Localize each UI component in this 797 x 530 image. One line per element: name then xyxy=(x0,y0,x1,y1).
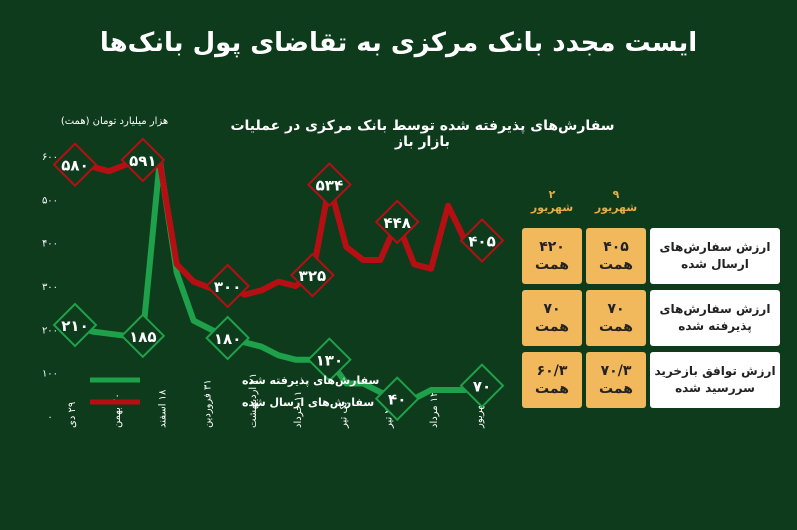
x-tick-label: ۱۱ خرداد xyxy=(293,391,304,428)
data-label: ۷۰ xyxy=(473,378,491,396)
table-cell: ۷۰ همت xyxy=(586,290,646,346)
cell-unit: همت xyxy=(599,319,633,335)
series-line-1 xyxy=(72,156,485,298)
table-row-label: ارزش سفارش‌های ارسال شده xyxy=(650,228,780,284)
y-tick-label: ۰ xyxy=(47,412,52,423)
data-label-badge xyxy=(374,376,420,422)
data-label: ۱۸۵ xyxy=(129,328,156,346)
row-label-line: ارسال شده xyxy=(681,257,749,271)
cell-unit: همت xyxy=(535,319,569,335)
cell-unit: همت xyxy=(599,381,633,397)
legend-entry: سفارش‌های ارسال شده xyxy=(242,396,374,409)
data-label: ۱۳۰ xyxy=(316,352,343,370)
data-label: ۱۸۰ xyxy=(214,330,241,348)
column-header-day: ۹ xyxy=(612,188,620,201)
data-label-badge xyxy=(306,337,352,383)
x-tick-label: ۱۲ مرداد xyxy=(429,392,440,429)
table-cell: ۶۰/۳ همت xyxy=(522,352,582,408)
x-tick-label: ۲۲ تیر xyxy=(384,403,395,429)
cell-unit: همت xyxy=(535,257,569,273)
data-label: ۴۰۵ xyxy=(468,233,495,251)
x-tick-label: ۲ شهریور xyxy=(474,388,485,429)
data-label-badge xyxy=(459,363,505,409)
cell-value: ۷۰ xyxy=(607,301,625,317)
data-label-badge xyxy=(52,302,98,348)
x-tick-label: یک تیر xyxy=(338,402,349,429)
chart-title: سفارش‌های پذیرفته شده توسط بانک مرکزی در… xyxy=(230,118,615,150)
table-column-header: ۲ شهریور xyxy=(521,188,583,214)
cell-value: ۴۲۰ xyxy=(539,239,565,255)
x-tick-label: ۳۱ فروردین xyxy=(203,379,214,428)
data-label: ۵۸۰ xyxy=(61,157,88,175)
data-label: ۳۲۵ xyxy=(299,267,326,285)
row-label-line: سررسید شده xyxy=(675,381,755,395)
y-axis-unit-label: هزار میلیارد تومان (همت) xyxy=(60,116,169,127)
data-label: ۲۱۰ xyxy=(61,317,88,335)
data-label-badge xyxy=(459,218,505,263)
y-tick-label: ۲۰۰ xyxy=(42,325,58,336)
x-tick-label: ۲۰ بهمن xyxy=(112,393,123,428)
x-tick-label: ۲۹ دی xyxy=(67,402,78,428)
data-label: ۵۳۴ xyxy=(316,177,343,195)
data-label: ۵۹۱ xyxy=(129,152,156,170)
column-header-month: شهریور xyxy=(594,201,638,214)
table-row-label: ارزش سفارش‌های پذیرفته شده xyxy=(650,290,780,346)
y-tick-label: ۴۰۰ xyxy=(42,239,58,250)
x-tick-label: ۱۸ اسفند xyxy=(157,389,168,428)
data-label: ۴۰ xyxy=(388,391,406,409)
cell-value: ۶۰/۳ xyxy=(536,363,568,379)
data-label: ۴۴۸ xyxy=(383,214,410,232)
row-label-line: پذیرفته شده xyxy=(678,319,752,333)
data-label-badge xyxy=(205,263,251,309)
column-header-day: ۲ xyxy=(548,188,556,201)
data-label-badge xyxy=(205,315,251,361)
data-label-badge xyxy=(290,252,335,298)
table-cell: ۷۰ همت xyxy=(522,290,582,346)
y-tick-label: ۱۰۰ xyxy=(42,369,58,380)
x-tick-label: ۲۱ اردیبهشت xyxy=(248,373,259,428)
row-label-line: ارزش توافق بازخرید xyxy=(654,364,776,378)
y-tick-label: ۶۰۰ xyxy=(42,152,58,163)
cell-value: ۴۰۵ xyxy=(603,239,629,255)
cell-value: ۷۰ xyxy=(543,301,561,317)
table-cell: ۷۰/۳ همت xyxy=(586,352,646,408)
data-label: ۳۰۰ xyxy=(214,278,241,296)
legend-entry: سفارش‌های پذیرفته شده xyxy=(242,374,379,387)
data-label-badge xyxy=(120,313,166,359)
main-title: ایست مجدد بانک مرکزی به تقاضای پول بانک‌… xyxy=(99,28,698,58)
table-cell: ۴۲۰ همت xyxy=(522,228,582,284)
cell-value: ۷۰/۳ xyxy=(600,363,632,379)
table-row-label: ارزش توافق بازخرید سررسید شده xyxy=(650,352,780,408)
data-label-badge xyxy=(306,162,352,208)
y-tick-label: ۵۰۰ xyxy=(42,195,58,206)
data-label-badge xyxy=(52,142,98,188)
data-label-badge xyxy=(374,199,420,245)
row-label-line: ارزش سفارش‌های xyxy=(659,240,771,254)
cell-unit: همت xyxy=(535,381,569,397)
row-label-line: ارزش سفارش‌های xyxy=(659,302,771,316)
column-header-month: شهریور xyxy=(530,201,574,214)
table-column-header: ۹ شهریور xyxy=(585,188,647,214)
data-label-badge xyxy=(120,137,166,183)
table-cell: ۴۰۵ همت xyxy=(586,228,646,284)
cell-unit: همت xyxy=(599,257,633,273)
y-tick-label: ۳۰۰ xyxy=(42,282,58,293)
